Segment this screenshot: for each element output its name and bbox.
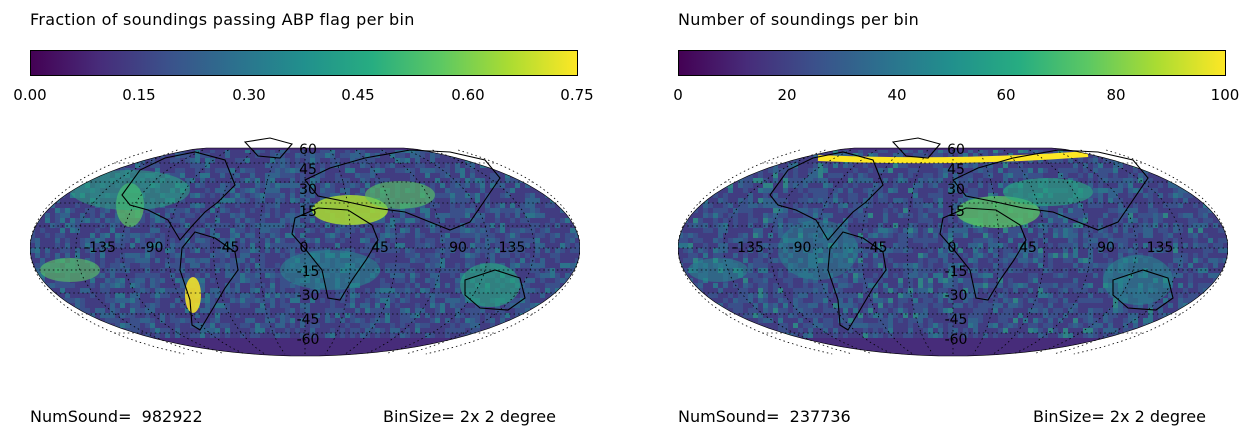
- longitude-label: -90: [141, 240, 164, 256]
- panel-fraction: Fraction of soundings passing ABP flag p…: [0, 0, 620, 431]
- latitude-label: 60: [947, 142, 965, 158]
- map-title: Fraction of soundings passing ABP flag p…: [30, 10, 415, 29]
- colorbar-tick: 0.00: [13, 86, 47, 104]
- colorbar-tick: 0.45: [341, 86, 375, 104]
- colorbar-tick: 80: [1106, 86, 1126, 104]
- latitude-label: -30: [297, 288, 320, 304]
- map-title: Number of soundings per bin: [678, 10, 920, 29]
- world-map: -135 -90 -45 0 45 90 135 60 45 30 15 -15 -30 -45 -60: [678, 137, 1228, 357]
- latitude-label: 45: [299, 162, 317, 178]
- colorbar: [30, 50, 578, 76]
- colorbar-tick: 0: [673, 86, 683, 104]
- longitude-label: 135: [499, 240, 526, 256]
- num-sound-label: NumSound= 237736: [678, 407, 851, 426]
- longitude-label: 90: [449, 240, 467, 256]
- longitude-label: -90: [789, 240, 812, 256]
- num-sound-label: NumSound= 982922: [30, 407, 203, 426]
- colorbar: [678, 50, 1226, 76]
- longitude-label: -45: [865, 240, 888, 256]
- latitude-label: -45: [297, 312, 320, 328]
- latitude-label: 60: [299, 142, 317, 158]
- colorbar-tick: 100: [1210, 86, 1240, 104]
- latitude-label: -15: [945, 264, 968, 280]
- longitude-label: 45: [371, 240, 389, 256]
- latitude-label: -15: [297, 264, 320, 280]
- world-map: -135 -90 -45 0 45 90 135 60 45 30 15 -15 -30 -45 -60: [30, 137, 580, 357]
- latitude-label: -45: [945, 312, 968, 328]
- longitude-label: 90: [1097, 240, 1115, 256]
- longitude-label: -135: [732, 240, 764, 256]
- latitude-label: 30: [947, 182, 965, 198]
- longitude-label: 45: [1019, 240, 1037, 256]
- latitude-label: -60: [297, 332, 320, 348]
- bin-size-label: BinSize= 2x 2 degree: [383, 407, 556, 426]
- colorbar-tick: 0.75: [560, 86, 594, 104]
- colorbar-tick: 40: [887, 86, 907, 104]
- bin-size-label: BinSize= 2x 2 degree: [1033, 407, 1206, 426]
- colorbar-tick: 20: [777, 86, 797, 104]
- longitude-label: 0: [300, 240, 309, 256]
- latitude-label: 45: [947, 162, 965, 178]
- latitude-label: 15: [299, 204, 317, 220]
- longitude-label: -45: [217, 240, 240, 256]
- longitude-label: -135: [84, 240, 116, 256]
- latitude-label: 15: [947, 204, 965, 220]
- latitude-label: 30: [299, 182, 317, 198]
- longitude-label: 0: [948, 240, 957, 256]
- colorbar-tick: 60: [996, 86, 1016, 104]
- longitude-label: 135: [1147, 240, 1174, 256]
- latitude-label: -30: [945, 288, 968, 304]
- colorbar-tick: 0.30: [232, 86, 266, 104]
- colorbar-tick: 0.15: [122, 86, 156, 104]
- colorbar-tick: 0.60: [451, 86, 485, 104]
- panel-count: Number of soundings per bin 0 20 40 60 8…: [650, 0, 1241, 431]
- latitude-label: -60: [945, 332, 968, 348]
